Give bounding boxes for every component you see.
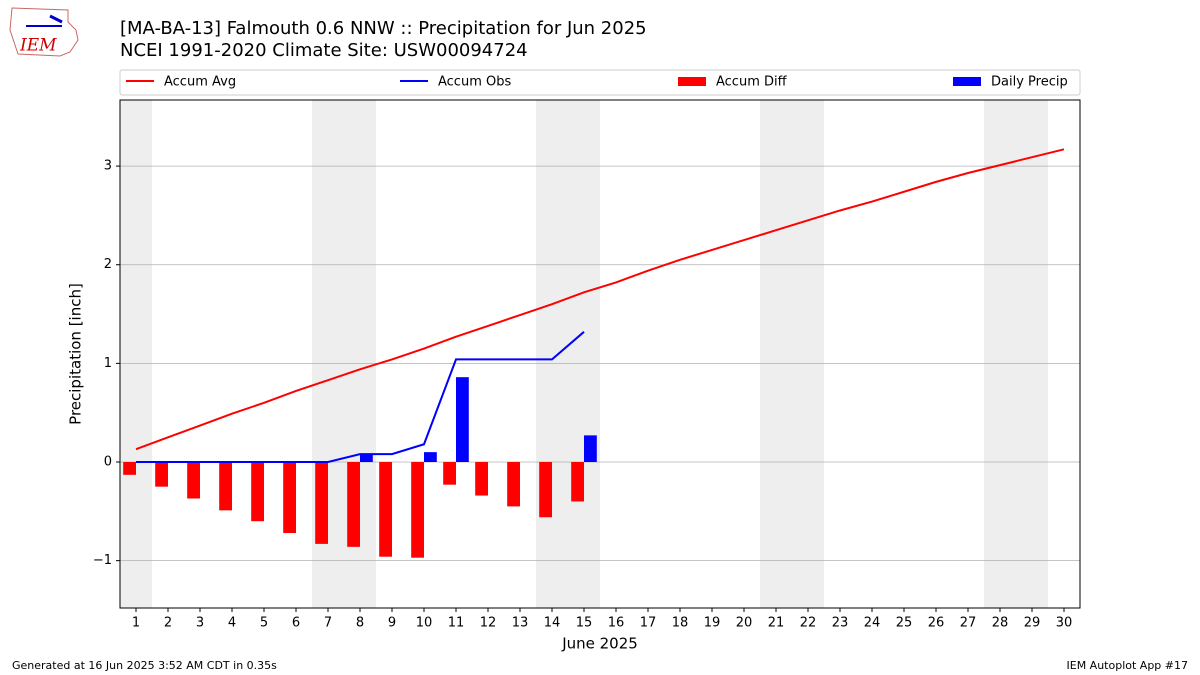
logo-text: IEM — [19, 36, 57, 56]
legend-box — [119, 69, 1081, 96]
bar — [443, 462, 456, 485]
x-tick-label: 15 — [576, 616, 593, 631]
bar — [360, 454, 373, 463]
legend-label: Daily Precip — [991, 75, 1068, 90]
bar — [347, 462, 360, 547]
x-tick-label: 9 — [388, 616, 396, 631]
bar — [155, 462, 168, 487]
x-tick-label: 1 — [132, 616, 140, 631]
bar — [456, 377, 469, 463]
x-tick-label: 19 — [704, 616, 721, 631]
weekend-shade — [536, 100, 600, 608]
plot-frame — [119, 99, 1081, 609]
bar — [475, 462, 488, 496]
footer-right: IEM Autoplot App #17 — [1067, 659, 1189, 672]
x-tick-label: 7 — [324, 616, 332, 631]
x-axis-label: June 2025 — [561, 635, 638, 653]
x-tick-label: 6 — [292, 616, 300, 631]
bar — [571, 462, 584, 502]
bar — [315, 462, 328, 544]
x-tick-label: 21 — [768, 616, 785, 631]
x-tick-label: 17 — [640, 616, 657, 631]
x-tick-label: 24 — [864, 616, 881, 631]
x-tick-label: 12 — [480, 616, 497, 631]
bar — [251, 462, 264, 522]
y-tick-label: −1 — [93, 553, 112, 568]
bar — [424, 452, 437, 463]
x-tick-label: 28 — [992, 616, 1009, 631]
legend-label: Accum Obs — [438, 75, 511, 90]
x-tick-label: 14 — [544, 616, 561, 631]
bar — [187, 462, 200, 499]
y-tick-label: 2 — [104, 257, 112, 272]
x-tick-label: 5 — [260, 616, 268, 631]
bar — [123, 462, 136, 475]
x-tick-label: 4 — [228, 616, 236, 631]
y-tick-label: 3 — [104, 159, 112, 174]
legend-label: Accum Diff — [716, 75, 788, 90]
x-tick-label: 8 — [356, 616, 364, 631]
x-tick-label: 30 — [1056, 616, 1073, 631]
x-tick-label: 23 — [832, 616, 849, 631]
legend-label: Accum Avg — [164, 75, 236, 90]
y-axis-label: Precipitation [inch] — [67, 283, 85, 425]
x-tick-label: 10 — [416, 616, 433, 631]
bar — [584, 435, 597, 463]
x-tick-label: 13 — [512, 616, 529, 631]
bar — [539, 462, 552, 518]
x-tick-label: 11 — [448, 616, 465, 631]
footer-left: Generated at 16 Jun 2025 3:52 AM CDT in … — [12, 659, 277, 672]
y-tick-label: 0 — [104, 455, 112, 470]
x-tick-label: 18 — [672, 616, 689, 631]
weekend-shade — [120, 100, 152, 608]
x-tick-label: 29 — [1024, 616, 1041, 631]
bar — [283, 462, 296, 534]
x-tick-label: 27 — [960, 616, 977, 631]
bar — [379, 462, 392, 557]
bar — [507, 462, 520, 507]
x-tick-label: 20 — [736, 616, 753, 631]
x-tick-label: 3 — [196, 616, 204, 631]
line — [136, 331, 585, 464]
weekend-shade — [984, 100, 1048, 608]
legend-swatch — [678, 77, 706, 86]
legend-swatch — [953, 77, 981, 86]
y-tick-label: 1 — [104, 356, 112, 371]
bar — [411, 462, 424, 558]
x-tick-label: 26 — [928, 616, 945, 631]
bar — [219, 462, 232, 511]
logo: IEM — [9, 7, 79, 57]
chart-subtitle: NCEI 1991-2020 Climate Site: USW00094724 — [120, 40, 528, 61]
line — [135, 148, 1065, 451]
x-tick-label: 16 — [608, 616, 625, 631]
chart-title: [MA-BA-13] Falmouth 0.6 NNW :: Precipita… — [120, 18, 647, 39]
weekend-shade — [760, 100, 824, 608]
x-tick-label: 2 — [164, 616, 172, 631]
x-tick-label: 22 — [800, 616, 817, 631]
x-tick-label: 25 — [896, 616, 913, 631]
